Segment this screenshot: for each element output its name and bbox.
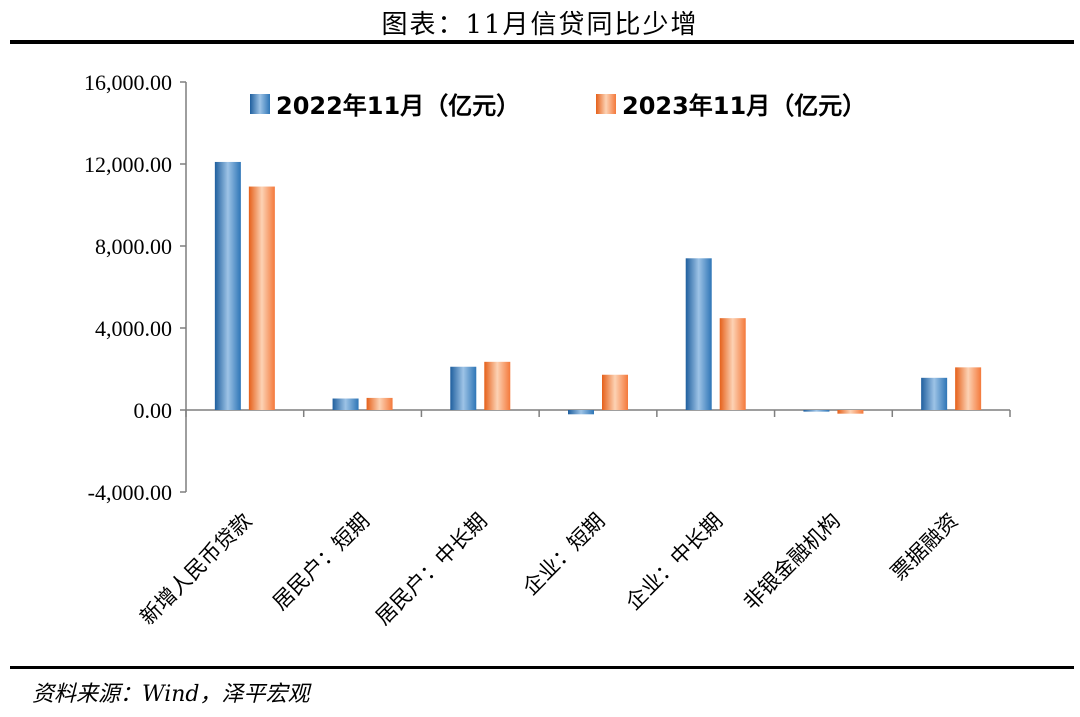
chart-title: 图表：11月信贷同比少增 [381, 10, 699, 40]
y-tick-label: 8,000.00 [95, 234, 172, 259]
bar-2022 [332, 398, 359, 410]
x-category-label: 居民户：短期 [268, 509, 374, 615]
top-rule [10, 40, 1074, 44]
bar-2022 [450, 366, 477, 410]
legend-2022-swatch [250, 94, 270, 114]
x-category-label: 新增人民币贷款 [135, 509, 256, 630]
bar-2022 [214, 161, 241, 410]
bottom-rule [10, 666, 1074, 669]
bar-2023 [602, 374, 628, 410]
bar-2023 [484, 361, 511, 410]
legend-2023-label: 2023年11月（亿元） [622, 92, 866, 120]
y-tick-label: 16,000.00 [84, 70, 172, 95]
y-tick-label: -4,000.00 [88, 480, 172, 505]
x-category-label: 居民户：中长期 [371, 509, 492, 630]
bar-2023 [837, 410, 864, 414]
bar-2023 [248, 186, 275, 410]
bar-2022 [685, 258, 712, 410]
legend-2023-swatch [596, 94, 616, 114]
bar-2022 [921, 377, 948, 410]
bar-2023 [719, 318, 746, 410]
x-category-label: 非银金融机构 [739, 509, 845, 615]
legend-2022-label: 2022年11月（亿元） [276, 92, 520, 120]
y-tick-label: 4,000.00 [95, 316, 172, 341]
y-tick-label: 12,000.00 [84, 152, 172, 177]
x-category-label: 企业：短期 [518, 509, 609, 600]
bar-2022 [803, 410, 830, 412]
source-note: 资料来源：Wind，泽平宏观 [32, 682, 310, 707]
bar-2022 [568, 410, 594, 415]
bar-2023 [366, 397, 393, 410]
bar-2023 [955, 367, 982, 410]
y-tick-label: 0.00 [134, 398, 173, 423]
x-category-label: 票据融资 [886, 509, 962, 585]
x-category-label: 企业：中长期 [621, 509, 727, 615]
